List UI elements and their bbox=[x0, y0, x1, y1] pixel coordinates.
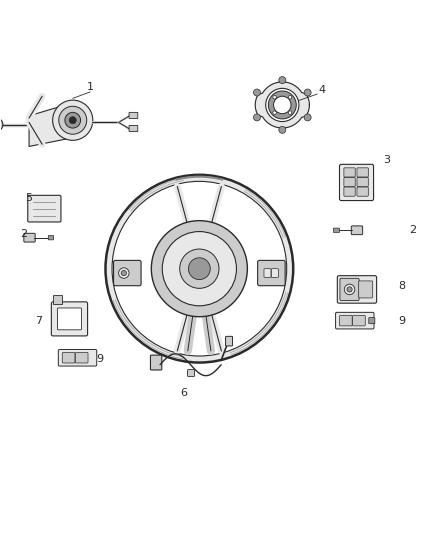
Text: 2: 2 bbox=[20, 229, 28, 239]
FancyBboxPatch shape bbox=[51, 302, 88, 336]
Text: 9: 9 bbox=[398, 316, 405, 326]
Circle shape bbox=[279, 77, 286, 84]
FancyBboxPatch shape bbox=[129, 125, 138, 132]
FancyBboxPatch shape bbox=[344, 177, 355, 187]
Circle shape bbox=[274, 96, 291, 114]
Circle shape bbox=[121, 270, 127, 276]
FancyBboxPatch shape bbox=[357, 187, 368, 196]
Circle shape bbox=[266, 88, 299, 122]
FancyBboxPatch shape bbox=[357, 177, 368, 187]
Text: 3: 3 bbox=[383, 155, 390, 165]
FancyBboxPatch shape bbox=[340, 278, 359, 301]
FancyBboxPatch shape bbox=[150, 355, 162, 370]
FancyBboxPatch shape bbox=[337, 276, 377, 303]
FancyBboxPatch shape bbox=[357, 168, 368, 177]
FancyBboxPatch shape bbox=[48, 236, 53, 240]
Circle shape bbox=[151, 221, 247, 317]
FancyBboxPatch shape bbox=[333, 228, 339, 232]
Circle shape bbox=[59, 106, 87, 134]
Circle shape bbox=[347, 287, 352, 292]
Text: 6: 6 bbox=[180, 388, 187, 398]
Circle shape bbox=[188, 258, 210, 280]
Circle shape bbox=[288, 95, 292, 99]
FancyBboxPatch shape bbox=[353, 316, 365, 326]
FancyBboxPatch shape bbox=[336, 312, 374, 329]
Polygon shape bbox=[29, 103, 73, 147]
Text: 2: 2 bbox=[409, 225, 416, 235]
FancyBboxPatch shape bbox=[359, 281, 373, 298]
FancyBboxPatch shape bbox=[369, 318, 375, 324]
Text: 7: 7 bbox=[35, 316, 42, 326]
FancyBboxPatch shape bbox=[75, 352, 88, 363]
Circle shape bbox=[273, 111, 276, 115]
Text: 4: 4 bbox=[318, 85, 325, 95]
FancyBboxPatch shape bbox=[187, 369, 194, 376]
Text: 9: 9 bbox=[96, 353, 103, 364]
Circle shape bbox=[65, 112, 81, 128]
FancyBboxPatch shape bbox=[62, 352, 75, 363]
Circle shape bbox=[279, 126, 286, 133]
Text: 1: 1 bbox=[87, 83, 94, 93]
Circle shape bbox=[344, 284, 355, 295]
Circle shape bbox=[53, 100, 93, 140]
FancyBboxPatch shape bbox=[58, 350, 97, 366]
FancyBboxPatch shape bbox=[339, 164, 374, 200]
Circle shape bbox=[0, 118, 3, 131]
FancyBboxPatch shape bbox=[272, 269, 279, 277]
Circle shape bbox=[106, 175, 293, 362]
FancyBboxPatch shape bbox=[24, 233, 35, 242]
Circle shape bbox=[254, 114, 261, 121]
Circle shape bbox=[288, 111, 292, 115]
Circle shape bbox=[180, 249, 219, 288]
Polygon shape bbox=[53, 295, 62, 304]
Circle shape bbox=[69, 117, 76, 124]
FancyBboxPatch shape bbox=[339, 316, 352, 326]
Text: 8: 8 bbox=[398, 281, 405, 291]
FancyBboxPatch shape bbox=[57, 308, 81, 330]
Circle shape bbox=[112, 181, 287, 356]
FancyBboxPatch shape bbox=[28, 195, 61, 222]
Polygon shape bbox=[255, 82, 309, 128]
FancyBboxPatch shape bbox=[226, 336, 233, 346]
Text: 5: 5 bbox=[25, 193, 32, 204]
FancyBboxPatch shape bbox=[113, 261, 141, 286]
FancyBboxPatch shape bbox=[344, 168, 355, 177]
FancyBboxPatch shape bbox=[258, 261, 285, 286]
Circle shape bbox=[273, 95, 276, 99]
FancyBboxPatch shape bbox=[351, 226, 363, 235]
FancyBboxPatch shape bbox=[129, 112, 138, 118]
Circle shape bbox=[119, 268, 129, 278]
Circle shape bbox=[162, 231, 237, 306]
Circle shape bbox=[268, 91, 296, 119]
FancyBboxPatch shape bbox=[264, 269, 271, 277]
Circle shape bbox=[254, 89, 261, 96]
Circle shape bbox=[304, 89, 311, 96]
Circle shape bbox=[304, 114, 311, 121]
FancyBboxPatch shape bbox=[344, 187, 355, 196]
